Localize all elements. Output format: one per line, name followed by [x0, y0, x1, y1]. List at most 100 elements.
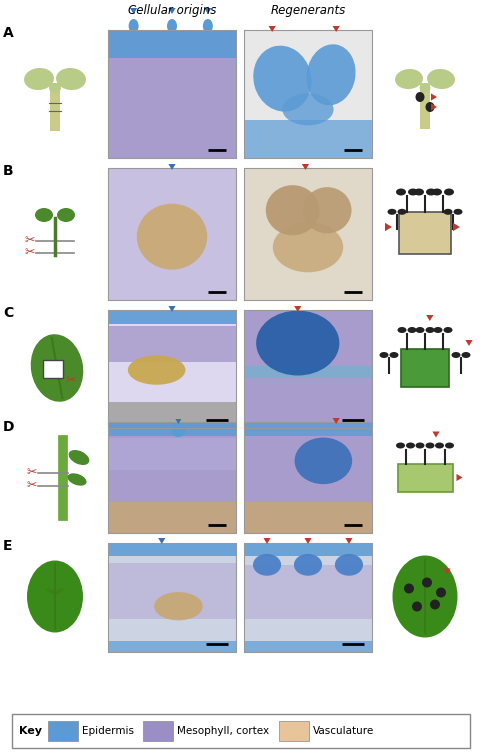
Ellipse shape — [389, 352, 399, 358]
Ellipse shape — [415, 327, 425, 333]
Text: C: C — [3, 306, 13, 320]
Ellipse shape — [461, 352, 470, 358]
Ellipse shape — [67, 473, 87, 486]
Polygon shape — [294, 306, 301, 312]
Bar — [108, 543, 236, 556]
Bar — [244, 310, 372, 428]
Ellipse shape — [426, 189, 436, 196]
Ellipse shape — [282, 93, 334, 126]
Bar — [244, 168, 372, 300]
Ellipse shape — [57, 208, 75, 222]
Ellipse shape — [404, 584, 414, 593]
Text: E: E — [3, 539, 13, 553]
Bar — [48, 721, 78, 741]
Ellipse shape — [412, 602, 422, 611]
Bar — [244, 366, 372, 378]
Polygon shape — [466, 340, 472, 346]
Polygon shape — [264, 538, 270, 544]
Bar — [108, 30, 236, 158]
Ellipse shape — [129, 19, 139, 33]
Ellipse shape — [273, 222, 343, 272]
Bar — [244, 641, 372, 652]
Ellipse shape — [68, 450, 89, 465]
Ellipse shape — [307, 44, 356, 105]
Ellipse shape — [137, 204, 207, 270]
Bar — [244, 565, 372, 620]
Ellipse shape — [430, 599, 440, 610]
Ellipse shape — [445, 442, 454, 448]
Bar — [108, 438, 236, 470]
Ellipse shape — [294, 554, 322, 576]
Ellipse shape — [167, 19, 177, 33]
Bar — [108, 543, 236, 652]
Ellipse shape — [128, 355, 186, 385]
Ellipse shape — [396, 442, 405, 448]
Polygon shape — [431, 93, 437, 101]
Bar — [108, 543, 236, 652]
Bar — [244, 30, 372, 158]
Polygon shape — [204, 8, 212, 14]
Text: ✂: ✂ — [25, 247, 35, 259]
Polygon shape — [443, 569, 451, 575]
Ellipse shape — [253, 46, 311, 111]
Polygon shape — [346, 538, 352, 544]
Ellipse shape — [433, 327, 442, 333]
Ellipse shape — [435, 442, 444, 448]
Ellipse shape — [426, 327, 434, 333]
Bar — [398, 463, 453, 492]
Polygon shape — [168, 306, 175, 312]
Polygon shape — [302, 164, 309, 170]
Ellipse shape — [443, 327, 453, 333]
Text: Key: Key — [19, 726, 42, 736]
Ellipse shape — [415, 442, 425, 448]
Ellipse shape — [427, 69, 455, 89]
Bar — [244, 422, 372, 436]
Bar — [244, 502, 372, 533]
Ellipse shape — [154, 592, 203, 620]
Ellipse shape — [388, 209, 397, 215]
Text: D: D — [3, 420, 14, 434]
Polygon shape — [175, 419, 181, 424]
Polygon shape — [385, 223, 392, 231]
Bar — [108, 310, 236, 324]
Text: Cellular origins: Cellular origins — [128, 4, 216, 17]
Ellipse shape — [406, 442, 415, 448]
Ellipse shape — [335, 554, 363, 576]
Ellipse shape — [256, 311, 339, 375]
Bar — [279, 721, 309, 741]
Bar — [108, 502, 236, 533]
Ellipse shape — [49, 83, 61, 93]
Ellipse shape — [172, 425, 186, 437]
Bar — [108, 30, 236, 58]
Ellipse shape — [398, 209, 406, 215]
Bar — [108, 402, 236, 428]
Bar — [108, 168, 236, 300]
Ellipse shape — [53, 588, 64, 595]
Text: ✂: ✂ — [66, 374, 76, 387]
Text: ✂: ✂ — [25, 235, 35, 247]
Ellipse shape — [46, 588, 57, 595]
Ellipse shape — [31, 334, 83, 402]
Bar — [244, 422, 372, 533]
Bar — [12, 714, 470, 748]
Polygon shape — [130, 8, 137, 14]
Bar — [244, 310, 372, 428]
Ellipse shape — [444, 189, 454, 196]
Ellipse shape — [452, 352, 460, 358]
Polygon shape — [305, 538, 311, 544]
Polygon shape — [432, 432, 440, 438]
Ellipse shape — [436, 587, 446, 598]
Bar — [108, 326, 236, 362]
Polygon shape — [168, 8, 175, 14]
Ellipse shape — [419, 83, 430, 92]
Bar — [244, 120, 372, 158]
Text: ✂: ✂ — [27, 479, 37, 492]
Bar — [244, 543, 372, 652]
Bar — [401, 349, 449, 387]
Bar — [420, 83, 430, 129]
Ellipse shape — [454, 209, 463, 215]
Text: Regenerants: Regenerants — [270, 4, 346, 17]
Bar — [143, 721, 173, 741]
Ellipse shape — [253, 554, 281, 576]
Ellipse shape — [395, 69, 423, 89]
